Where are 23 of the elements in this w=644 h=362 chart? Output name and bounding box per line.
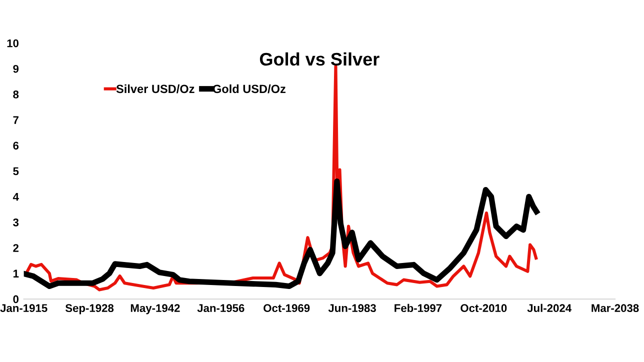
x-tick-label: Jul-2024 (527, 304, 572, 312)
y-tick-label: 2 (13, 244, 19, 252)
x-tick-label: Oct-1969 (264, 304, 310, 312)
x-tick-label: Feb-1997 (394, 304, 442, 312)
legend-label: Silver USD/Oz (116, 84, 194, 94)
y-tick-label: 0 (13, 295, 19, 304)
x-tick-label: Jun-1983 (328, 304, 376, 312)
y-tick-label: 7 (13, 116, 18, 124)
y-tick-label: 8 (13, 90, 19, 98)
x-tick-label: Sep-1928 (65, 304, 114, 314)
x-tick-label: May-1942 (130, 304, 180, 314)
y-tick-label: 10 (7, 39, 19, 48)
y-tick-label: 1 (13, 270, 19, 278)
y-tick-label: 4 (12, 193, 19, 201)
chart-title: Gold vs Silver (260, 52, 380, 66)
y-tick-label: 5 (13, 167, 19, 176)
y-tick-label: 6 (13, 142, 19, 150)
y-tick-label: 3 (13, 218, 19, 226)
x-tick-label: Jan-1956 (197, 304, 244, 312)
x-tick-label: Oct-2010 (460, 304, 507, 312)
x-tick-label: Mar-2038 (592, 304, 639, 312)
y-tick-label: 9 (13, 64, 19, 73)
x-tick-label: Jan-1915 (0, 304, 48, 312)
